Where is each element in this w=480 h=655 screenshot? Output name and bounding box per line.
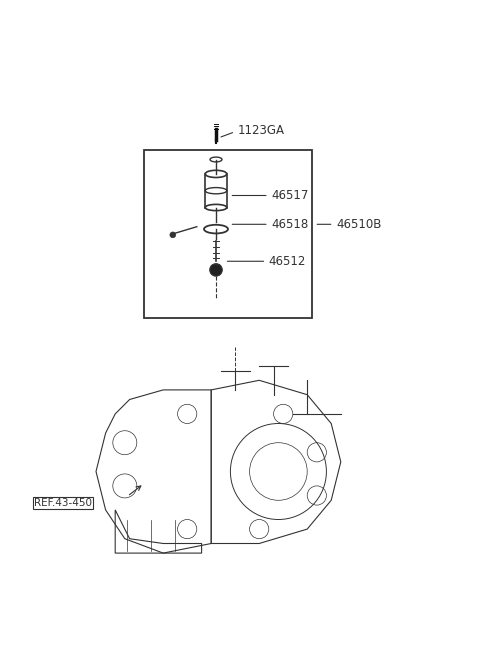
Circle shape <box>210 264 222 276</box>
Text: 46518: 46518 <box>271 218 309 231</box>
Text: 46517: 46517 <box>271 189 309 202</box>
Bar <box>144 150 312 318</box>
Text: 46510B: 46510B <box>336 218 382 231</box>
Text: 1123GA: 1123GA <box>238 124 285 137</box>
Text: REF.43-450: REF.43-450 <box>34 498 92 508</box>
Circle shape <box>170 232 176 238</box>
Text: 46512: 46512 <box>269 255 306 268</box>
